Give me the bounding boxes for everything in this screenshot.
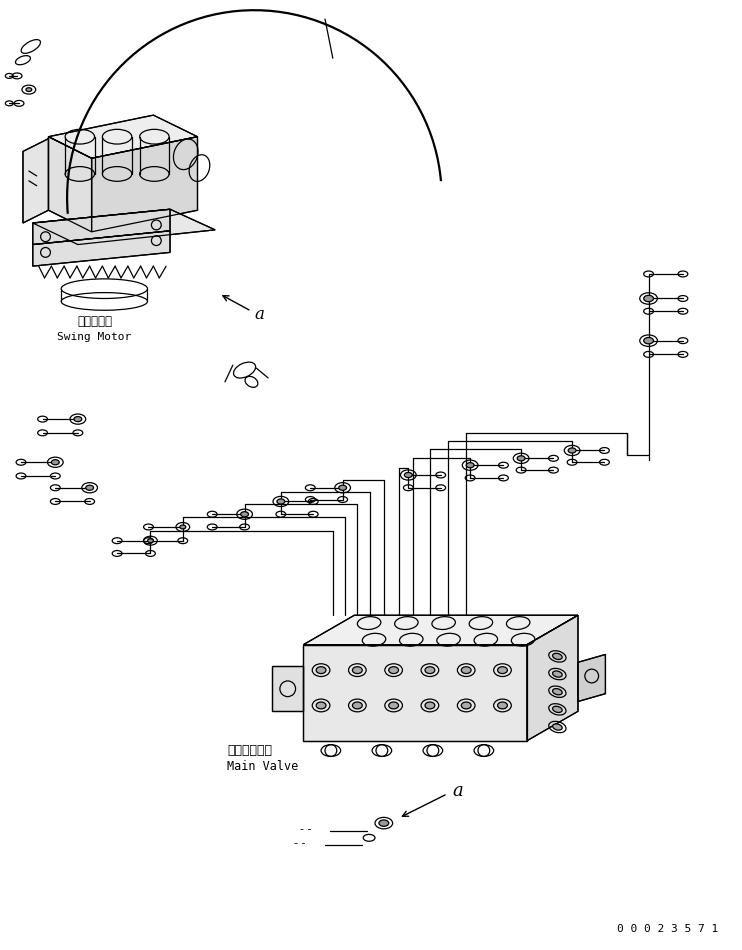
- Text: Swing Motor: Swing Motor: [57, 332, 131, 342]
- Polygon shape: [23, 139, 48, 223]
- Polygon shape: [527, 616, 578, 741]
- Ellipse shape: [74, 416, 82, 422]
- Ellipse shape: [379, 820, 389, 826]
- Text: a: a: [255, 306, 264, 323]
- Text: - -: - -: [301, 824, 312, 834]
- Ellipse shape: [425, 667, 435, 674]
- Ellipse shape: [338, 485, 347, 490]
- Ellipse shape: [553, 689, 562, 694]
- Ellipse shape: [643, 337, 654, 344]
- Polygon shape: [48, 137, 91, 232]
- Ellipse shape: [148, 539, 154, 542]
- Polygon shape: [33, 209, 215, 244]
- Polygon shape: [272, 666, 303, 712]
- Ellipse shape: [389, 702, 398, 709]
- Ellipse shape: [352, 667, 362, 674]
- Ellipse shape: [389, 667, 398, 674]
- Polygon shape: [578, 655, 605, 701]
- Text: 旋回モータ: 旋回モータ: [77, 315, 112, 328]
- Ellipse shape: [462, 667, 471, 674]
- Ellipse shape: [316, 667, 326, 674]
- Text: メインバルブ: メインバルブ: [227, 745, 272, 757]
- Ellipse shape: [180, 525, 186, 529]
- Ellipse shape: [517, 456, 525, 461]
- Ellipse shape: [498, 702, 508, 709]
- Ellipse shape: [86, 485, 93, 490]
- Ellipse shape: [425, 702, 435, 709]
- Ellipse shape: [240, 512, 249, 517]
- Polygon shape: [91, 137, 197, 232]
- Polygon shape: [303, 616, 578, 645]
- Ellipse shape: [466, 463, 474, 467]
- Text: - -: - -: [294, 838, 305, 847]
- Ellipse shape: [553, 654, 562, 659]
- Ellipse shape: [26, 87, 32, 91]
- Ellipse shape: [51, 460, 59, 465]
- Text: 0 0 0 2 3 5 7 1: 0 0 0 2 3 5 7 1: [617, 924, 718, 934]
- Ellipse shape: [352, 702, 362, 709]
- Ellipse shape: [498, 667, 508, 674]
- Ellipse shape: [553, 671, 562, 677]
- Ellipse shape: [553, 706, 562, 712]
- Ellipse shape: [462, 702, 471, 709]
- Ellipse shape: [277, 499, 285, 504]
- Ellipse shape: [316, 702, 326, 709]
- Text: Main Valve: Main Valve: [227, 760, 298, 773]
- Polygon shape: [33, 209, 170, 244]
- Ellipse shape: [404, 472, 413, 478]
- Polygon shape: [303, 645, 527, 741]
- Polygon shape: [33, 231, 170, 266]
- Text: a: a: [453, 782, 463, 800]
- Ellipse shape: [553, 724, 562, 731]
- Polygon shape: [48, 115, 197, 159]
- Ellipse shape: [643, 295, 654, 302]
- Ellipse shape: [568, 448, 576, 453]
